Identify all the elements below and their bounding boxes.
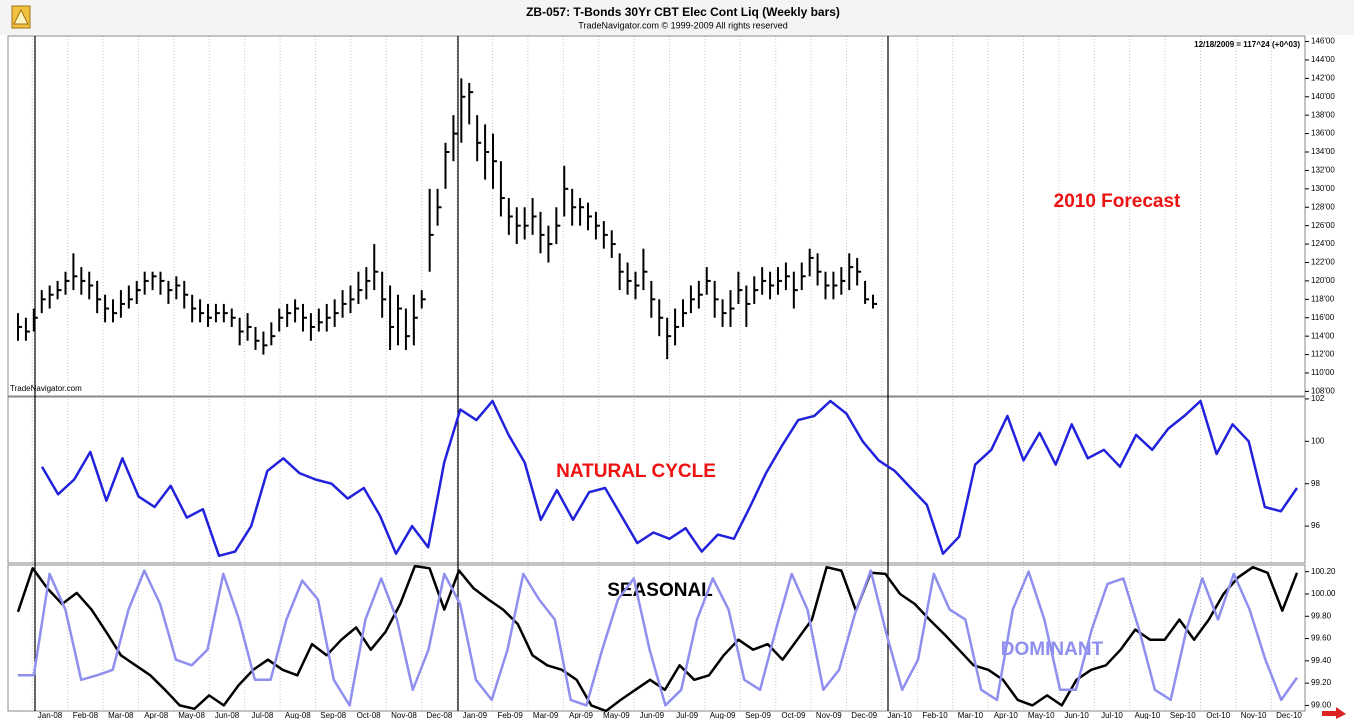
y-tick-label: 146'00 xyxy=(1311,37,1335,46)
y-tick-label: 99.40 xyxy=(1311,656,1332,665)
series-label: DOMINANT xyxy=(1001,639,1104,660)
y-tick-label: 124'00 xyxy=(1311,239,1335,248)
series-label: SEASONAL xyxy=(607,580,713,601)
x-tick-label: Oct-08 xyxy=(357,711,382,719)
x-tick-label: Jul-10 xyxy=(1101,711,1123,719)
y-tick-label: 122'00 xyxy=(1311,258,1335,267)
x-tick-label: May-09 xyxy=(603,711,630,719)
x-tick-label: Mar-09 xyxy=(533,711,559,719)
x-tick-label: Oct-10 xyxy=(1206,711,1231,719)
x-tick-label: Dec-09 xyxy=(851,711,877,719)
x-tick-label: Dec-08 xyxy=(427,711,453,719)
series-line xyxy=(18,569,1299,707)
x-tick-label: Jul-09 xyxy=(676,711,698,719)
scroll-arrow[interactable] xyxy=(1322,707,1346,719)
y-tick-label: 120'00 xyxy=(1311,276,1335,285)
y-tick-label: 108'00 xyxy=(1311,387,1335,396)
last-price: 12/18/2009 = 117^24 (+0^03) xyxy=(1194,40,1300,49)
y-tick-label: 142'00 xyxy=(1311,73,1335,82)
x-tick-label: Dec-10 xyxy=(1276,711,1302,719)
x-tick-label: Jun-10 xyxy=(1064,711,1089,719)
y-tick-label: 144'00 xyxy=(1311,55,1335,64)
y-tick-label: 116'00 xyxy=(1311,313,1335,322)
series-label: NATURAL CYCLE xyxy=(556,461,716,482)
x-tick-label: Nov-09 xyxy=(816,711,842,719)
panel-frames xyxy=(7,35,1306,712)
header-bar xyxy=(0,0,1354,35)
x-tick-label: May-10 xyxy=(1028,711,1055,719)
series-line xyxy=(16,564,1299,713)
series-line xyxy=(40,399,1299,558)
x-tick-label: Apr-09 xyxy=(569,711,594,719)
chart-title: ZB-057: T-Bonds 30Yr CBT Elec Cont Liq (… xyxy=(526,5,840,19)
logo-icon xyxy=(11,5,31,29)
y-tick-label: 98 xyxy=(1311,479,1320,488)
y-tick-label: 110'00 xyxy=(1311,368,1335,377)
y-tick-label: 99.60 xyxy=(1311,634,1332,643)
x-tick-label: Nov-10 xyxy=(1241,711,1267,719)
y-tick-label: 132'00 xyxy=(1311,166,1335,175)
x-tick-label: Sep-09 xyxy=(745,711,771,719)
y-tick-label: 100.20 xyxy=(1311,567,1336,576)
y-tick-label: 102 xyxy=(1311,394,1325,403)
y-tick-label: 96 xyxy=(1311,521,1320,530)
x-tick-label: Aug-10 xyxy=(1135,711,1161,719)
y-tick-label: 99.00 xyxy=(1311,701,1332,710)
x-tick-label: Sep-08 xyxy=(320,711,346,719)
x-tick-label: Sep-10 xyxy=(1170,711,1196,719)
chart-subtitle: TradeNavigator.com © 1999-2009 All right… xyxy=(578,20,787,30)
y-tick-label: 134'00 xyxy=(1311,147,1335,156)
x-tick-label: Mar-08 xyxy=(108,711,134,719)
x-tick-label: Mar-10 xyxy=(958,711,984,719)
y-tick-label: 114'00 xyxy=(1311,331,1335,340)
x-tick-label: Jan-09 xyxy=(463,711,488,719)
watermark: TradeNavigator.com xyxy=(10,384,82,393)
x-tick-label: Jan-08 xyxy=(38,711,63,719)
y-tick-label: 100.00 xyxy=(1311,589,1336,598)
forecast-label: 2010 Forecast xyxy=(1054,191,1181,212)
x-tick-label: Feb-08 xyxy=(73,711,99,719)
y-tick-label: 100 xyxy=(1311,436,1325,445)
y-tick-label: 118'00 xyxy=(1311,294,1335,303)
y-tick-label: 130'00 xyxy=(1311,184,1335,193)
y-tick-label: 112'00 xyxy=(1311,350,1335,359)
y-tick-label: 126'00 xyxy=(1311,221,1335,230)
x-tick-label: Apr-10 xyxy=(994,711,1019,719)
x-tick-label: Jan-10 xyxy=(887,711,912,719)
x-tick-label: Feb-09 xyxy=(498,711,524,719)
y-tick-label: 138'00 xyxy=(1311,110,1335,119)
x-tick-label: Jul-08 xyxy=(252,711,274,719)
x-tick-label: Jun-09 xyxy=(640,711,665,719)
y-tick-label: 99.80 xyxy=(1311,611,1332,620)
x-tick-label: Aug-08 xyxy=(285,711,311,719)
y-tick-label: 99.20 xyxy=(1311,678,1332,687)
x-tick-label: Aug-09 xyxy=(710,711,736,719)
x-tick-label: Oct-09 xyxy=(781,711,806,719)
x-tick-label: May-08 xyxy=(178,711,205,719)
x-tick-label: Apr-08 xyxy=(144,711,169,719)
x-tick-label: Feb-10 xyxy=(922,711,948,719)
y-tick-label: 128'00 xyxy=(1311,202,1335,211)
x-tick-label: Jun-08 xyxy=(215,711,240,719)
y-tick-label: 140'00 xyxy=(1311,92,1335,101)
y-tick-label: 136'00 xyxy=(1311,129,1335,138)
x-tick-label: Nov-08 xyxy=(391,711,417,719)
